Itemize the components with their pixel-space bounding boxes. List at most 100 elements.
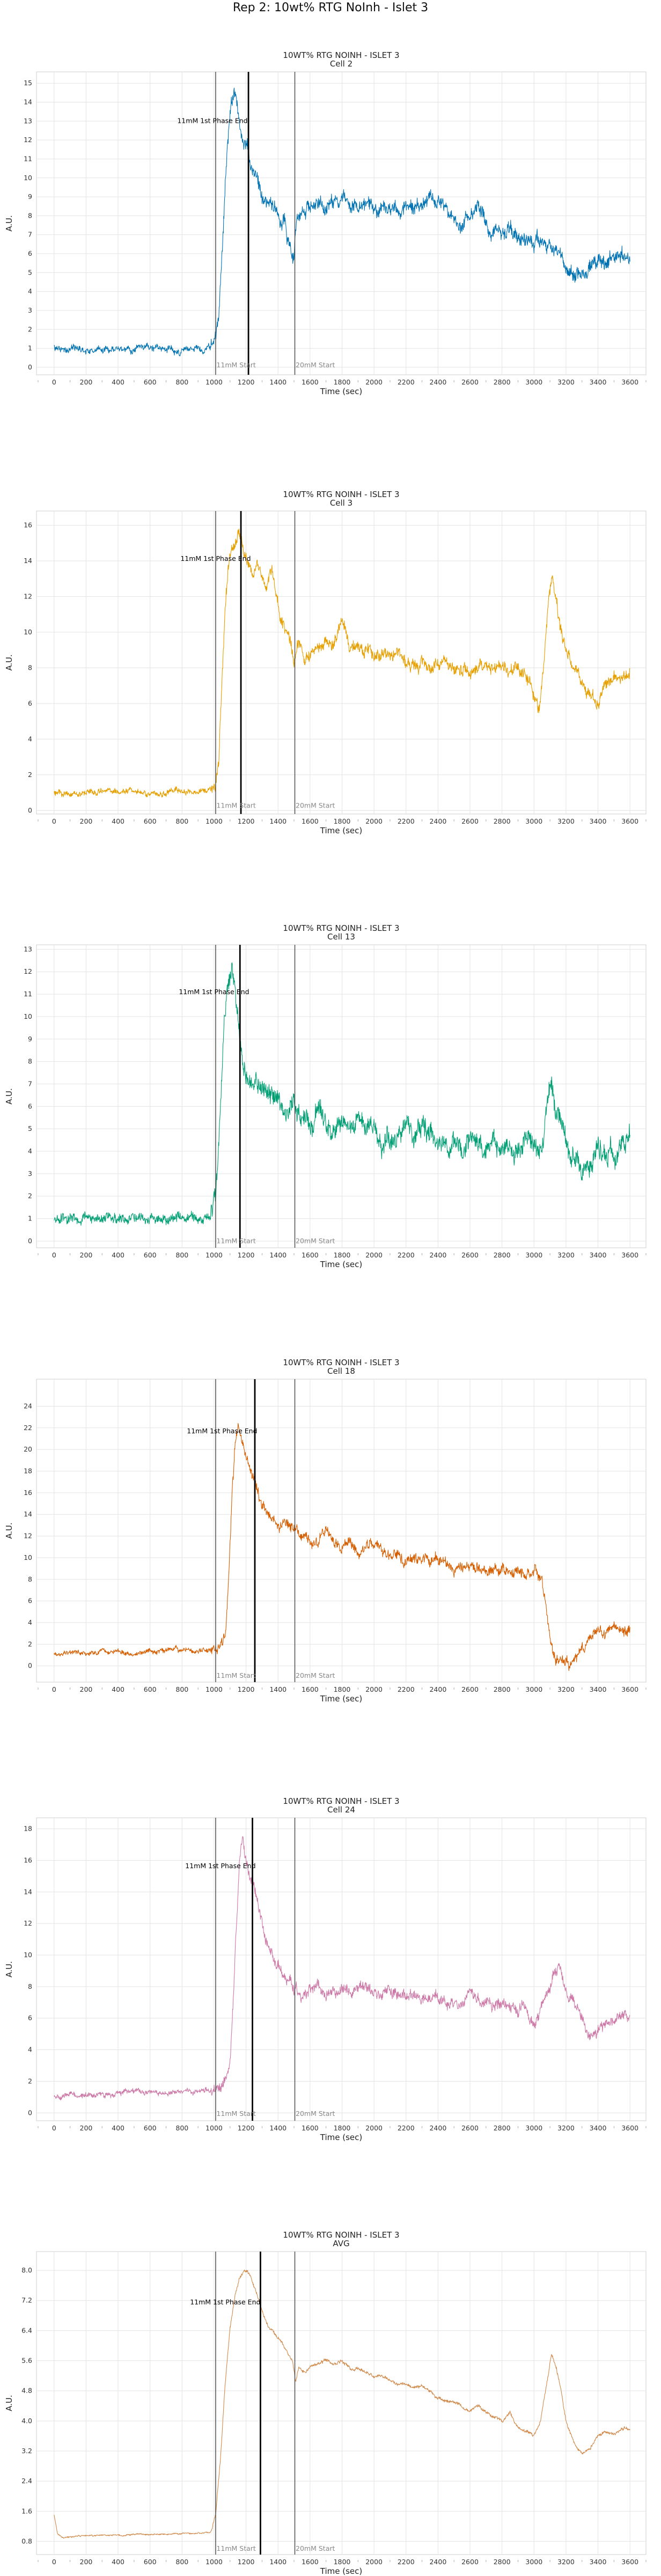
y-tick-label: 1 <box>28 344 32 352</box>
y-tick-label: 8 <box>28 211 32 219</box>
x-tick-label: 0 <box>52 1685 56 1693</box>
x-tick-label: 3600 <box>621 817 638 825</box>
x-tick-label: 1200 <box>238 2558 255 2566</box>
x-tick-label: 2000 <box>365 1251 383 1259</box>
event-annotation: 11mM 1st Phase End <box>185 1862 255 1870</box>
x-tick-label: 800 <box>175 1685 188 1693</box>
y-tick-label: 1 <box>28 1215 32 1223</box>
y-tick-label: 4 <box>28 287 32 295</box>
x-tick-label: 2000 <box>365 378 383 386</box>
event-annotation: 11mM 1st Phase End <box>190 2298 260 2306</box>
y-tick-label: 18 <box>24 1825 32 1833</box>
chart-title: 10WT% RTG NOINH - ISLET 3 <box>283 50 399 60</box>
x-tick-label: 2600 <box>461 817 479 825</box>
y-tick-label: 0 <box>28 1662 32 1670</box>
event-annotation: 11mM 1st Phase End <box>177 116 247 124</box>
x-tick-label: 1600 <box>302 1251 319 1259</box>
y-tick-label: 13 <box>24 945 32 953</box>
x-tick-label: 1000 <box>205 378 223 386</box>
x-tick-label: 3200 <box>557 1685 575 1693</box>
event-annotation: 11mM Start <box>216 361 255 369</box>
y-tick-label: 13 <box>24 117 32 125</box>
y-tick-label: 3 <box>28 1169 32 1178</box>
x-tick-label: 1600 <box>302 2124 319 2132</box>
x-tick-label: 1400 <box>269 2558 287 2566</box>
x-tick-label: 3600 <box>621 1251 638 1259</box>
x-tick-label: 600 <box>144 1251 157 1259</box>
x-tick-label: 2800 <box>494 1251 511 1259</box>
event-annotation: 11mM Start <box>216 2109 255 2118</box>
plot-area <box>36 1379 647 1683</box>
y-tick-label: 10 <box>24 1012 32 1020</box>
chart-title: 10WT% RTG NOINH - ISLET 3 <box>283 490 399 499</box>
x-tick-label: 1000 <box>205 2124 223 2132</box>
y-axis-label: A.U. <box>4 215 14 232</box>
x-tick-label: 2600 <box>461 1251 479 1259</box>
x-tick-label: 1200 <box>238 378 255 386</box>
x-tick-label: 400 <box>112 817 124 825</box>
x-tick-label: 0 <box>52 2558 56 2566</box>
y-tick-label: 4 <box>28 735 32 743</box>
x-tick-label: 400 <box>112 2124 124 2132</box>
series-line <box>54 2269 630 2539</box>
y-tick-label: 4 <box>28 1618 32 1626</box>
series-line <box>54 87 630 357</box>
y-tick-label: 4 <box>28 1147 32 1155</box>
y-tick-label: 11 <box>24 990 32 998</box>
x-tick-label: 3600 <box>621 1685 638 1693</box>
x-tick-label: 800 <box>175 2558 188 2566</box>
x-tick-label: 3400 <box>590 817 607 825</box>
x-tick-label: 1800 <box>334 1685 351 1693</box>
y-tick-label: 8 <box>28 663 32 671</box>
y-tick-label: 5.6 <box>21 2357 32 2365</box>
x-tick-label: 2200 <box>398 817 415 825</box>
y-tick-label: 10 <box>24 628 32 636</box>
x-tick-label: 2200 <box>398 1251 415 1259</box>
y-tick-label: 0 <box>28 806 32 814</box>
x-tick-label: 2200 <box>398 2124 415 2132</box>
x-tick-label: 1000 <box>205 817 223 825</box>
x-tick-label: 3600 <box>621 2124 638 2132</box>
event-annotation: 11mM 1st Phase End <box>187 1427 257 1435</box>
x-tick-label: 3400 <box>590 1251 607 1259</box>
y-tick-label: 2 <box>28 2077 32 2085</box>
x-tick-label: 2600 <box>461 2558 479 2566</box>
series-line <box>54 528 630 798</box>
x-tick-label: 1400 <box>269 817 287 825</box>
y-tick-label: 0 <box>28 2108 32 2116</box>
y-tick-label: 6 <box>28 2014 32 2022</box>
x-tick-label: 2400 <box>429 1251 446 1259</box>
y-tick-label: 7 <box>28 231 32 239</box>
x-tick-label: 0 <box>52 378 56 386</box>
x-tick-label: 400 <box>112 378 124 386</box>
x-tick-label: 1400 <box>269 1685 287 1693</box>
x-tick-label: 2800 <box>494 2124 511 2132</box>
plot-area <box>36 1817 647 2121</box>
x-tick-label: 3000 <box>525 378 542 386</box>
y-tick-label: 6 <box>28 249 32 257</box>
x-tick-label: 1200 <box>238 1685 255 1693</box>
y-tick-label: 9 <box>28 193 32 201</box>
y-tick-label: 2 <box>28 325 32 333</box>
y-tick-label: 3.2 <box>21 2447 32 2455</box>
x-tick-label: 2200 <box>398 2558 415 2566</box>
x-tick-label: 1800 <box>334 817 351 825</box>
event-annotation: 20mM Start <box>296 1237 335 1245</box>
y-tick-label: 8 <box>28 1057 32 1065</box>
y-tick-label: 10 <box>24 1951 32 1959</box>
x-tick-label: 3400 <box>590 1685 607 1693</box>
x-tick-label: 800 <box>175 1251 188 1259</box>
x-axis-label: Time (sec) <box>320 387 362 396</box>
y-tick-label: 5 <box>28 1124 32 1132</box>
y-tick-label: 12 <box>24 967 32 975</box>
x-tick-label: 3000 <box>525 1251 542 1259</box>
chart-subtitle: Cell 24 <box>327 1805 355 1815</box>
series-line <box>54 962 630 1226</box>
y-tick-label: 6 <box>28 1102 32 1110</box>
x-tick-label: 2000 <box>365 2558 383 2566</box>
y-tick-label: 0.8 <box>21 2537 32 2545</box>
plot-area <box>36 2251 647 2555</box>
x-tick-label: 2400 <box>429 378 446 386</box>
y-tick-label: 16 <box>24 521 32 529</box>
